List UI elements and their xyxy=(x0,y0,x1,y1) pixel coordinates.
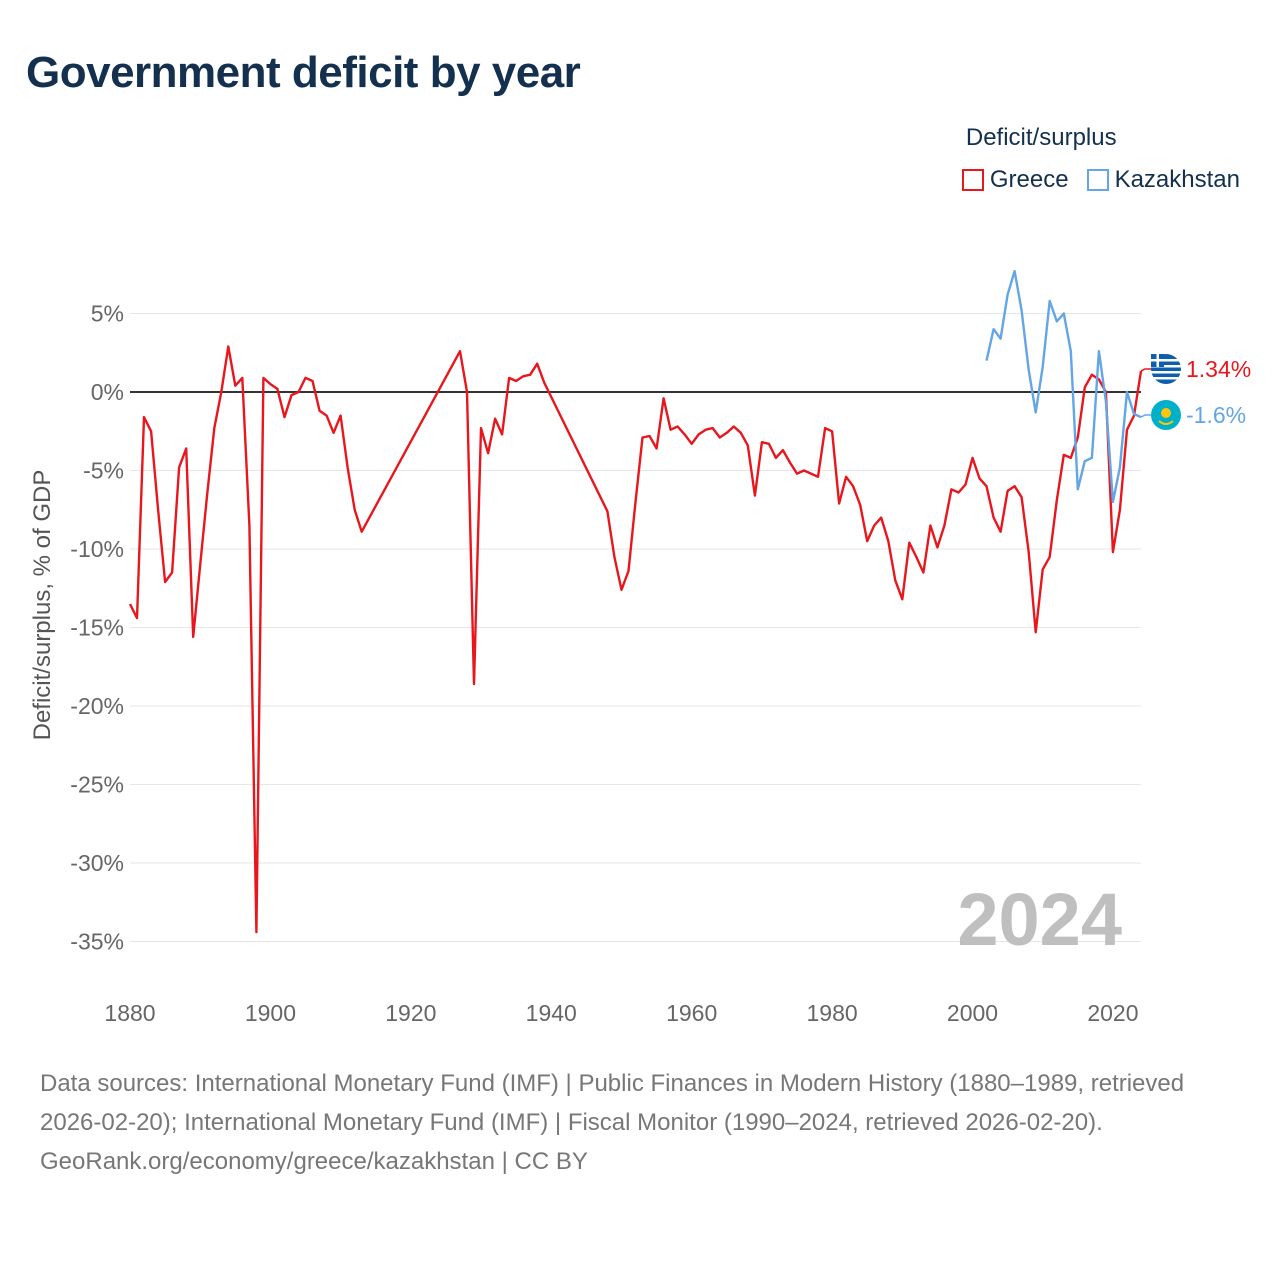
y-tick-label: -35% xyxy=(70,929,124,955)
series-kazakhstan-line xyxy=(985,269,1142,504)
y-axis-label: Deficit/surplus, % of GDP xyxy=(29,470,56,741)
source-note: Data sources: International Monetary Fun… xyxy=(40,1070,1185,1136)
grid-lines xyxy=(130,313,1141,942)
chart-area: 5% 0% -5% -10% -15% -20% -25% -30% -35% 1880 1900… xyxy=(29,269,1251,1026)
series-greece-line xyxy=(128,345,1143,934)
y-tick-label: 0% xyxy=(91,379,124,405)
legend-item-greece[interactable]: Greece xyxy=(961,166,1069,194)
flag-sun xyxy=(1161,408,1171,418)
x-tick-label: 1980 xyxy=(806,1000,857,1026)
end-label-greece: 1.34% xyxy=(1186,356,1251,382)
legend-label-greece: Greece xyxy=(989,166,1069,193)
legend: Deficit/surplus Greece Kazakhstan xyxy=(961,124,1240,194)
legend-label-kazakhstan: Kazakhstan xyxy=(1114,166,1240,193)
flag-stripe xyxy=(1151,371,1181,374)
credit-link[interactable]: GeoRank.org/economy/greece/kazakhstan | … xyxy=(40,1148,588,1175)
legend-item-kazakhstan[interactable]: Kazakhstan xyxy=(1086,166,1240,194)
x-tick-label: 1900 xyxy=(245,1000,296,1026)
x-axis: 1880 1900 1920 1940 1960 1980 2000 2020 xyxy=(104,1000,1138,1026)
x-tick-label: 2020 xyxy=(1087,1000,1138,1026)
y-tick-label: 5% xyxy=(91,301,124,327)
flag-eagle xyxy=(1158,420,1174,425)
flag-stripe xyxy=(1151,359,1181,362)
year-watermark: 2024 xyxy=(957,878,1122,961)
end-connector-kazakhstan xyxy=(1140,414,1151,418)
legend-title: Deficit/surplus xyxy=(965,124,1117,151)
y-axis: 5% 0% -5% -10% -15% -20% -25% -30% -35% xyxy=(70,301,124,955)
x-tick-label: 1940 xyxy=(526,1000,577,1026)
legend-swatch-greece xyxy=(961,169,984,191)
flag-stripe xyxy=(1151,365,1181,368)
x-tick-label: 1880 xyxy=(104,1000,155,1026)
legend-swatch-kazakhstan xyxy=(1086,169,1109,191)
y-tick-label: -20% xyxy=(70,693,124,719)
end-connector-greece xyxy=(1140,368,1151,372)
end-labels: 1.34% -1.6% xyxy=(1140,354,1251,430)
y-tick-label: -10% xyxy=(70,536,124,562)
chart-title: Government deficit by year xyxy=(26,48,581,97)
y-tick-label: -25% xyxy=(70,772,124,798)
end-label-kazakhstan: -1.6% xyxy=(1186,402,1246,428)
flag-stripe xyxy=(1151,377,1181,380)
y-tick-label: -5% xyxy=(83,458,124,484)
flag-cross xyxy=(1156,354,1159,367)
y-tick-label: -15% xyxy=(70,615,124,641)
series-group xyxy=(128,269,1143,934)
y-tick-label: -30% xyxy=(70,850,124,876)
footer: Data sources: International Monetary Fun… xyxy=(40,1064,1240,1181)
x-tick-label: 2000 xyxy=(947,1000,998,1026)
x-tick-label: 1920 xyxy=(385,1000,436,1026)
x-tick-label: 1960 xyxy=(666,1000,717,1026)
